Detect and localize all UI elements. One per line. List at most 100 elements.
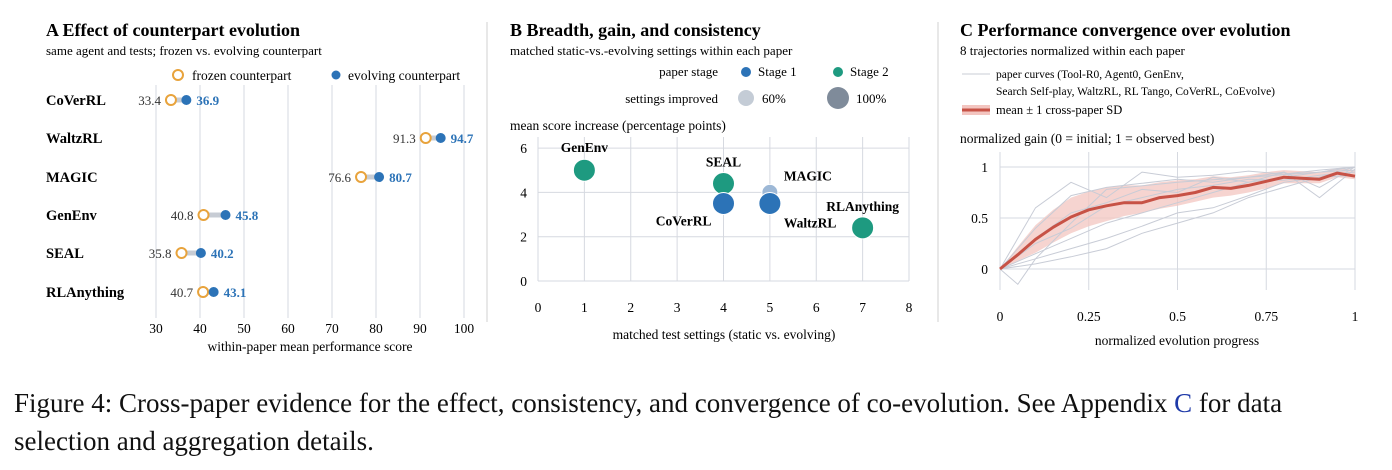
panel-a-x-ticks: 30 40 50 60 70 80 90 100 xyxy=(149,321,474,336)
x-tick-label: 90 xyxy=(413,321,427,336)
row-label: GenEnv xyxy=(46,208,98,224)
frozen-value-label: 33.4 xyxy=(138,93,161,108)
legend-stage1-label: Stage 1 xyxy=(758,64,797,79)
point-label: GenEnv xyxy=(561,140,609,155)
y-tick-label: 0.5 xyxy=(971,211,988,226)
frozen-point xyxy=(164,94,177,106)
y-tick-label: 1 xyxy=(981,160,988,175)
panel-b-title: B Breadth, gain, and consistency xyxy=(510,20,761,40)
evolving-point xyxy=(374,172,385,182)
evolving-value-label: 94.7 xyxy=(451,131,474,146)
panel-b: B Breadth, gain, and consistency matched… xyxy=(510,20,913,342)
x-tick-label: 8 xyxy=(906,300,913,315)
panel-b-ticks: 0 1 2 3 4 5 6 7 8 0 2 4 6 xyxy=(520,141,912,315)
panel-c-paper-curves xyxy=(999,166,1356,286)
legend-paper-line1: paper curves (Tool-R0, Agent0, GenEnv, xyxy=(996,69,1184,81)
y-tick-label: 0 xyxy=(981,262,988,277)
appendix-link[interactable]: C xyxy=(1174,388,1193,418)
x-tick-label: 4 xyxy=(720,300,727,315)
panel-a-grid xyxy=(155,85,465,318)
panel-a-marks: CoVerRL 33.4 36.9 WaltzRL 91.3 94.7 MAGIC 76.6 8… xyxy=(46,93,474,301)
legend-frozen-label: frozen counterpart xyxy=(192,68,292,83)
paper-curve xyxy=(999,174,1356,270)
row-label: MAGIC xyxy=(46,170,98,186)
paper-curve xyxy=(999,166,1356,270)
frozen-point xyxy=(355,171,368,183)
point-label: RLAnything xyxy=(826,199,899,214)
evolving-point xyxy=(208,287,219,297)
x-tick-label: 100 xyxy=(454,321,475,336)
x-tick-label: 1 xyxy=(1352,309,1359,324)
panel-c-sd-band xyxy=(1000,168,1355,269)
y-tick-label: 6 xyxy=(520,141,527,156)
point-label: CoVerRL xyxy=(656,213,712,228)
x-tick-label: 0 xyxy=(997,309,1004,324)
legend-mean-label: mean ± 1 cross-paper SD xyxy=(996,103,1122,117)
scatter-point xyxy=(712,191,735,215)
caption-text: Figure 4: Cross-paper evidence for the e… xyxy=(14,388,1175,418)
panel-b-xlabel: matched test settings (static vs. evolvi… xyxy=(613,327,836,342)
point-label: MAGIC xyxy=(784,168,832,183)
frozen-point xyxy=(197,286,210,298)
legend-60-marker xyxy=(738,90,754,106)
row-label: RLAnything xyxy=(46,285,125,301)
x-tick-label: 70 xyxy=(325,321,339,336)
evolving-point xyxy=(435,133,446,143)
evolving-point xyxy=(220,210,231,220)
y-tick-label: 0 xyxy=(520,274,527,289)
scatter-point xyxy=(712,172,735,196)
mean-line xyxy=(999,171,1356,271)
frozen-value-label: 35.8 xyxy=(149,246,172,261)
evolving-point xyxy=(181,95,192,105)
legend-improved-title: settings improved xyxy=(625,91,718,106)
evolving-value-label: 43.1 xyxy=(224,285,247,300)
panel-b-ylabel: mean score increase (percentage points) xyxy=(510,118,726,133)
caption-tail: for data selection and aggregation detai… xyxy=(14,388,1283,456)
panel-a-subtitle: same agent and tests; frozen vs. evolvin… xyxy=(46,43,322,58)
panel-c-title: C Performance convergence over evolution xyxy=(960,20,1291,40)
x-tick-label: 3 xyxy=(674,300,681,315)
panel-c-mean-line xyxy=(999,171,1356,271)
legend-stage2-label: Stage 2 xyxy=(850,64,889,79)
row-label: CoVerRL xyxy=(46,93,106,109)
x-tick-label: 2 xyxy=(627,300,634,315)
x-tick-label: 6 xyxy=(813,300,820,315)
panel-c-ylabel: normalized gain (0 = initial; 1 = observ… xyxy=(960,131,1214,146)
legend-stage1-marker xyxy=(741,67,751,77)
point-label: SEAL xyxy=(706,155,741,170)
evolving-value-label: 80.7 xyxy=(389,170,412,185)
legend-100-marker xyxy=(827,87,849,109)
x-tick-label: 60 xyxy=(281,321,295,336)
y-tick-label: 4 xyxy=(520,185,527,200)
paper-curve xyxy=(999,166,1356,270)
x-tick-label: 5 xyxy=(767,300,774,315)
evolving-value-label: 40.2 xyxy=(211,246,234,261)
x-tick-label: 80 xyxy=(369,321,383,336)
figure-caption: Figure 4: Cross-paper evidence for the e… xyxy=(14,384,1379,460)
figure: A Effect of counterpart evolution same a… xyxy=(46,20,1358,354)
panel-c-xlabel: normalized evolution progress xyxy=(1095,333,1259,348)
panel-c: C Performance convergence over evolution… xyxy=(960,20,1358,348)
evolving-value-label: 45.8 xyxy=(236,208,259,223)
frozen-value-label: 40.7 xyxy=(170,285,193,300)
point-label: WaltzRL xyxy=(784,215,837,230)
x-tick-label: 0.25 xyxy=(1077,309,1101,324)
panel-b-subtitle: matched static-vs.-evolving settings wit… xyxy=(510,43,793,58)
panel-a: A Effect of counterpart evolution same a… xyxy=(46,20,474,354)
frozen-point xyxy=(419,132,432,144)
x-tick-label: 40 xyxy=(193,321,207,336)
sd-band xyxy=(1000,168,1355,269)
legend-60-label: 60% xyxy=(762,91,786,106)
panel-b-grid xyxy=(537,137,910,282)
paper-curve xyxy=(999,166,1356,270)
x-tick-label: 30 xyxy=(149,321,163,336)
evolving-point xyxy=(195,248,206,258)
panel-a-title: A Effect of counterpart evolution xyxy=(46,20,300,40)
legend-frozen-marker xyxy=(172,69,184,81)
legend-stage-title: paper stage xyxy=(659,64,718,79)
row-label: WaltzRL xyxy=(46,131,103,147)
frozen-point xyxy=(175,247,188,259)
row-label: SEAL xyxy=(46,246,84,262)
frozen-point xyxy=(197,209,210,221)
x-tick-label: 0.75 xyxy=(1254,309,1278,324)
